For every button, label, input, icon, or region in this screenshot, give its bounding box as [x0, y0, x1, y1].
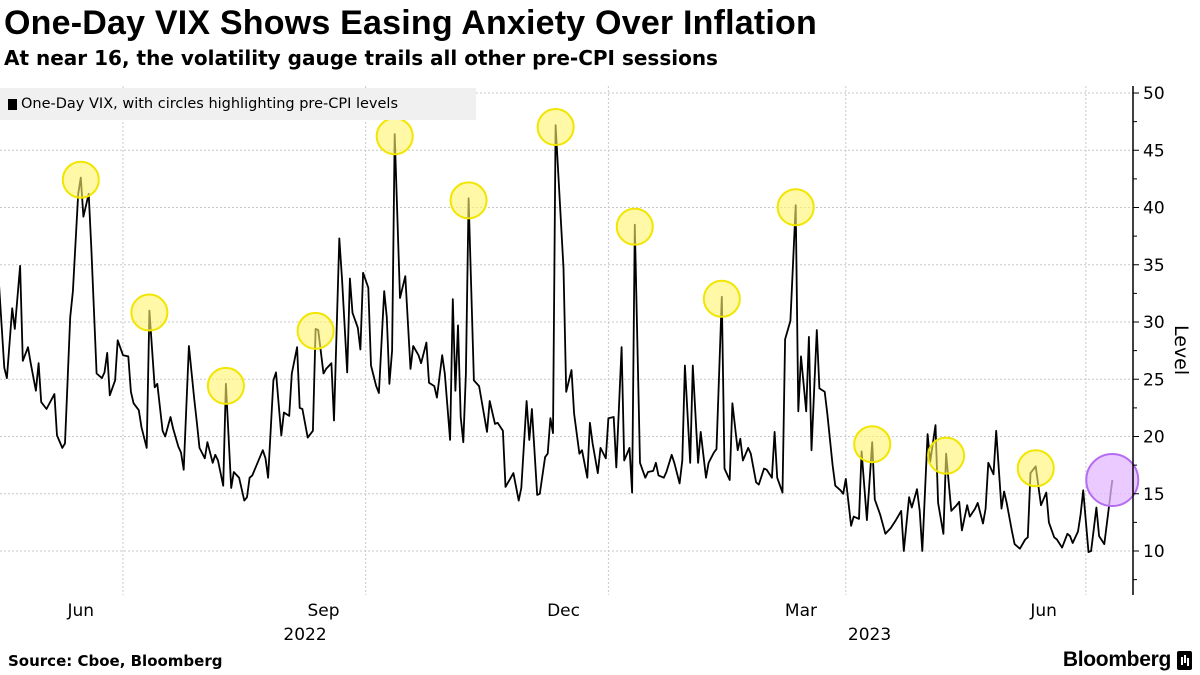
pre-cpi-circle: [61, 160, 100, 199]
source-note: Source: Cboe, Bloomberg: [8, 652, 223, 670]
pre-cpi-circle: [927, 436, 966, 475]
series-layer: [0, 124, 1114, 553]
pre-cpi-circle: [449, 181, 488, 220]
pre-cpi-circle: [536, 108, 575, 147]
x-tick-label: Mar: [785, 601, 817, 621]
pre-cpi-circle: [615, 207, 654, 246]
y-tick-label: 40: [1143, 199, 1165, 219]
y-axis-title: Level: [1170, 325, 1192, 376]
y-tick-label: 10: [1143, 542, 1165, 562]
pre-cpi-circle: [776, 188, 815, 227]
pre-cpi-circle: [206, 366, 245, 405]
y-tick-label: 50: [1143, 84, 1165, 104]
x-tick-label: Jun: [1029, 601, 1057, 621]
pre-cpi-circle: [296, 311, 335, 350]
chart-title: One-Day VIX Shows Easing Anxiety Over In…: [4, 4, 817, 42]
gridlines: [0, 86, 1133, 595]
y-tick-label: 30: [1143, 313, 1165, 333]
y-tick-label: 25: [1143, 370, 1165, 390]
highlight-circles: [61, 108, 1140, 508]
legend-label: One-Day VIX, with circles highlighting p…: [21, 96, 399, 112]
y-tick-label: 15: [1143, 485, 1165, 505]
legend: One-Day VIX, with circles highlighting p…: [0, 88, 476, 120]
x-tick-label: Dec: [547, 601, 580, 621]
pre-cpi-circle: [130, 293, 169, 332]
x-tick-label: Sep: [307, 601, 339, 621]
pre-cpi-circle: [853, 425, 892, 464]
legend-swatch: [8, 98, 17, 110]
chart-subtitle: At near 16, the volatility gauge trails …: [4, 46, 718, 70]
y-tick-label: 35: [1143, 256, 1165, 276]
pre-cpi-circle: [375, 117, 414, 156]
pre-cpi-circle: [1016, 449, 1055, 488]
y-axis: 10 15 20 25 30 35 40 45 50: [1132, 84, 1165, 595]
logo-wordmark: Bloomberg: [1062, 648, 1171, 671]
x-year-label: 2023: [848, 625, 891, 645]
vix-series-line: [0, 124, 1114, 553]
y-tick-label: 20: [1143, 428, 1165, 448]
bloomberg-logo: Bloomberg: [1063, 648, 1192, 672]
x-axis: Jun Sep Dec Mar Jun 2022 2023: [67, 601, 1057, 645]
y-tick-label: 45: [1143, 141, 1165, 161]
x-tick-label: Jun: [67, 601, 95, 621]
bloomberg-terminal-icon: [1177, 650, 1192, 670]
latest-pre-cpi-circle: [1085, 453, 1140, 508]
pre-cpi-circle: [702, 279, 741, 318]
x-year-label: 2022: [283, 625, 326, 645]
